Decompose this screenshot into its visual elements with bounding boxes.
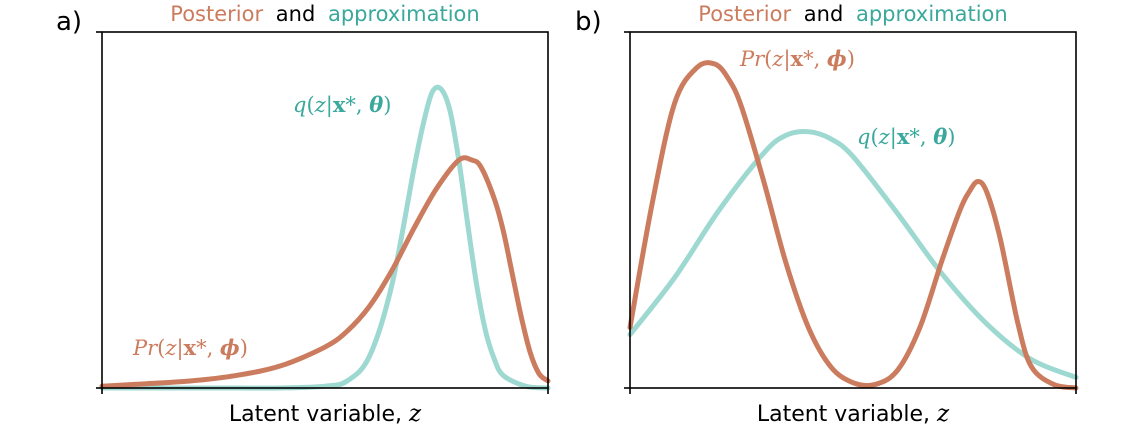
panel-a-approx-label: q(z|x*, θ)	[293, 92, 391, 118]
panel-a-title-posterior: Posterior	[170, 2, 263, 26]
panel-b-xlabel: Latent variable, z	[757, 401, 950, 427]
panel-b-title: Posterior and approximation	[698, 2, 1007, 26]
panel-b: b) Posterior and approximation Pr(z|x*, …	[575, 2, 1079, 427]
panel-b-posterior-curve	[627, 60, 1079, 391]
panel-a-title-approximation: approximation	[328, 2, 480, 26]
panel-b-title-approximation: approximation	[856, 2, 1008, 26]
panel-b-posterior-label: Pr(z|x*, ϕ)	[739, 46, 855, 72]
panel-b-title-and: and	[804, 2, 844, 26]
panel-a-title: Posterior and approximation	[170, 2, 479, 26]
panel-a-posterior-curve	[99, 155, 551, 389]
panel-b-approximation-curve	[627, 128, 1079, 380]
panel-a-plot-frame	[101, 31, 549, 389]
panel-b-label: b)	[575, 7, 602, 37]
panel-a-title-and: and	[276, 2, 316, 26]
panel-b-plot-frame	[629, 31, 1077, 389]
panel-b-title-posterior: Posterior	[698, 2, 791, 26]
panel-a-posterior-label: Pr(z|x*, ϕ)	[132, 335, 248, 361]
panel-a-xlabel: Latent variable, z	[229, 401, 422, 427]
panel-a-label: a)	[56, 7, 82, 37]
panel-a: a) Posterior and approximation q(z|x*, θ…	[56, 2, 551, 427]
panel-b-approx-label: q(z|x*, θ)	[857, 124, 955, 150]
